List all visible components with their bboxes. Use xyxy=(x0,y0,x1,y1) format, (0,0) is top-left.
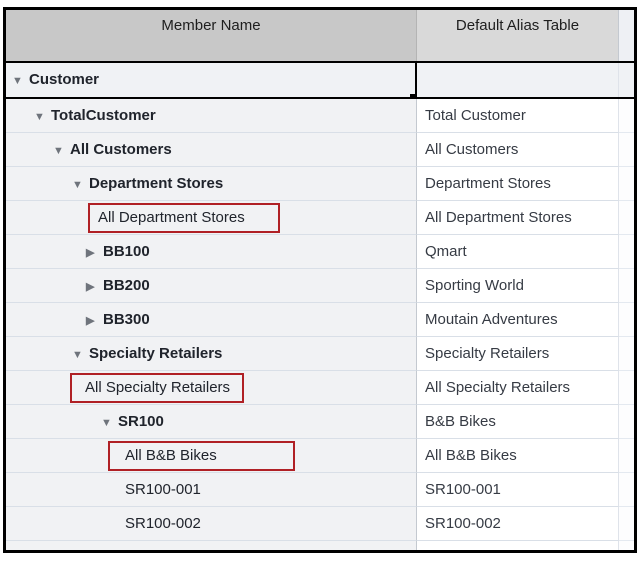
column-header-member-name[interactable]: Member Name xyxy=(6,10,417,61)
alias-label: All Specialty Retailers xyxy=(425,379,571,396)
alias-cell[interactable]: All Specialty Retailers xyxy=(417,371,619,405)
alias-label: B&B Bikes xyxy=(425,413,496,430)
alias-cell[interactable]: Moutain Adventures xyxy=(417,303,619,337)
row-spacer xyxy=(619,167,634,201)
alias-cell[interactable]: All Customers xyxy=(417,133,619,167)
table-row-all-customers[interactable]: ▼ All Customers All Customers xyxy=(6,133,634,167)
header-spacer xyxy=(619,10,634,61)
member-name-label: Department Stores xyxy=(89,175,224,192)
member-name-label: Customer xyxy=(29,71,100,88)
collapse-expanded-icon[interactable]: ▼ xyxy=(34,111,45,123)
member-name-label: BB100 xyxy=(103,243,150,260)
collapse-expanded-icon[interactable]: ▼ xyxy=(53,145,64,157)
member-name-label: All Department Stores xyxy=(98,209,245,226)
collapse-expanded-icon[interactable]: ▼ xyxy=(72,179,83,191)
row-spacer xyxy=(619,303,634,337)
selection-resize-handle[interactable] xyxy=(410,94,415,97)
alias-cell[interactable]: SR100-002 xyxy=(417,507,619,541)
alias-label: Specialty Retailers xyxy=(425,345,550,362)
row-spacer xyxy=(619,337,634,371)
collapse-expanded-icon[interactable]: ▼ xyxy=(72,349,83,361)
row-spacer xyxy=(619,133,634,167)
row-spacer xyxy=(619,439,634,473)
alias-cell[interactable]: All Department Stores xyxy=(417,201,619,235)
alias-label: All Department Stores xyxy=(425,209,572,226)
alias-label: All Customers xyxy=(425,141,519,158)
alias-cell[interactable]: Total Customer xyxy=(417,99,619,133)
member-name-label: SR100 xyxy=(118,413,164,430)
table-row-bb200[interactable]: ▶ BB200 Sporting World xyxy=(6,269,634,303)
table-row-bb100[interactable]: ▶ BB100 Qmart xyxy=(6,235,634,269)
alias-cell[interactable]: All B&B Bikes xyxy=(417,439,619,473)
table-row-department-stores[interactable]: ▼ Department Stores Department Stores xyxy=(6,167,634,201)
row-spacer xyxy=(619,63,634,97)
expand-collapsed-icon[interactable]: ▶ xyxy=(86,247,95,259)
table-row-all-bb-bikes[interactable]: All B&B Bikes All B&B Bikes xyxy=(6,439,634,473)
alias-label: Department Stores xyxy=(425,175,551,192)
alias-cell[interactable]: Qmart xyxy=(417,235,619,269)
row-spacer xyxy=(619,99,634,133)
column-header-default-alias-table[interactable]: Default Alias Table xyxy=(417,10,619,61)
collapse-expanded-icon[interactable]: ▼ xyxy=(12,75,23,87)
member-name-label: TotalCustomer xyxy=(51,107,156,124)
table-row-sr100[interactable]: ▼ SR100 B&B Bikes xyxy=(6,405,634,439)
row-spacer xyxy=(619,405,634,439)
alias-label: Total Customer xyxy=(425,107,526,124)
row-spacer xyxy=(619,473,634,507)
member-name-label: BB300 xyxy=(103,311,150,328)
member-name-label: SR100-002 xyxy=(125,515,201,532)
row-spacer xyxy=(619,269,634,303)
alias-cell[interactable]: SR100-001 xyxy=(417,473,619,507)
row-spacer xyxy=(619,235,634,269)
collapse-expanded-icon[interactable]: ▼ xyxy=(101,417,112,429)
row-spacer xyxy=(619,371,634,405)
alias-label: Sporting World xyxy=(425,277,524,294)
alias-label: Moutain Adventures xyxy=(425,311,558,328)
expand-collapsed-icon[interactable]: ▶ xyxy=(86,315,95,327)
member-name-label: All Customers xyxy=(70,141,172,158)
alias-label: All B&B Bikes xyxy=(425,447,517,464)
table-row-sr100-002[interactable]: SR100-002 SR100-002 xyxy=(6,507,634,541)
alias-cell[interactable]: Sporting World xyxy=(417,269,619,303)
table-row-totalcustomer[interactable]: ▼ TotalCustomer Total Customer xyxy=(6,99,634,133)
table-row-sr100-001[interactable]: SR100-001 SR100-001 xyxy=(6,473,634,507)
member-name-label: All Specialty Retailers xyxy=(85,379,231,396)
member-name-label: All B&B Bikes xyxy=(125,447,217,464)
table-row-bb300[interactable]: ▶ BB300 Moutain Adventures xyxy=(6,303,634,337)
table-row-all-specialty-retailers[interactable]: All Specialty Retailers All Specialty Re… xyxy=(6,371,634,405)
alias-cell[interactable]: Specialty Retailers xyxy=(417,337,619,371)
alias-label: SR100-002 xyxy=(425,515,501,532)
outline-table: Member Name Default Alias Table ▼ Custome… xyxy=(3,7,637,553)
alias-cell[interactable] xyxy=(417,63,619,97)
table-row-customer[interactable]: ▼ Customer xyxy=(6,61,634,99)
table-header: Member Name Default Alias Table xyxy=(6,10,634,61)
member-name-label: SR100-001 xyxy=(125,481,201,498)
alias-label: Qmart xyxy=(425,243,467,260)
member-name-label: BB200 xyxy=(103,277,150,294)
table-row-all-department-stores[interactable]: All Department Stores All Department Sto… xyxy=(6,201,634,235)
empty-row-filler xyxy=(6,541,634,550)
expand-collapsed-icon[interactable]: ▶ xyxy=(86,281,95,293)
alias-label: SR100-001 xyxy=(425,481,501,498)
row-spacer xyxy=(619,507,634,541)
alias-cell[interactable]: B&B Bikes xyxy=(417,405,619,439)
member-name-label: Specialty Retailers xyxy=(89,345,223,362)
table-row-specialty-retailers[interactable]: ▼ Specialty Retailers Specialty Retailers xyxy=(6,337,634,371)
alias-cell[interactable]: Department Stores xyxy=(417,167,619,201)
row-spacer xyxy=(619,201,634,235)
